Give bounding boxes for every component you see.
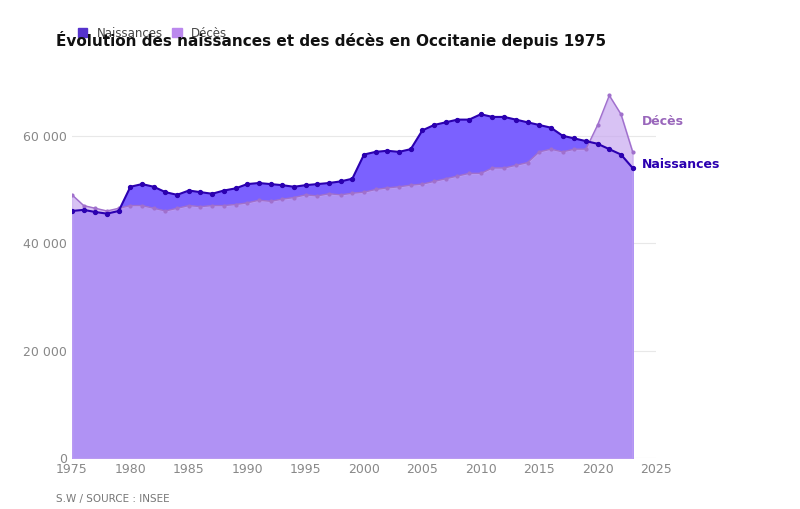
Text: S.W / SOURCE : INSEE: S.W / SOURCE : INSEE	[56, 494, 170, 504]
Text: Naissances: Naissances	[642, 158, 720, 171]
Legend: Naissances, Décès: Naissances, Décès	[78, 27, 227, 40]
Text: Décès: Décès	[642, 115, 684, 128]
Text: Évolution des naissances et des décès en Occitanie depuis 1975: Évolution des naissances et des décès en…	[56, 31, 606, 48]
